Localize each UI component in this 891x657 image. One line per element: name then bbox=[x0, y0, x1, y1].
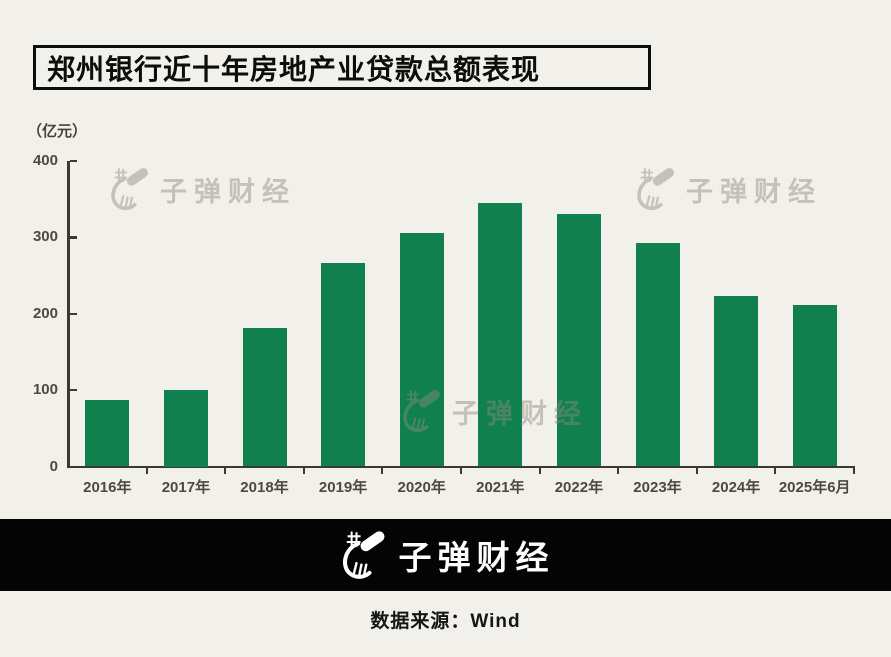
data-source-label: 数据来源：Wind bbox=[370, 611, 521, 632]
x-tick bbox=[853, 466, 855, 474]
y-tick-label: 0 bbox=[49, 457, 58, 475]
bullet-finance-mascot-icon bbox=[342, 531, 384, 579]
x-tick bbox=[617, 466, 620, 474]
x-axis-label: 2021年 bbox=[476, 479, 525, 496]
footer-bar: 子弹财经 bbox=[0, 519, 891, 591]
bar-2023年 bbox=[635, 243, 680, 467]
x-axis-label: 2016年 bbox=[83, 479, 132, 496]
bar-2024年 bbox=[714, 296, 759, 467]
bar-2022年 bbox=[556, 214, 601, 467]
x-axis-label: 2018年 bbox=[240, 479, 289, 496]
x-tick bbox=[774, 466, 777, 474]
bar-2019年 bbox=[321, 262, 366, 467]
x-tick bbox=[538, 466, 541, 474]
y-tick-label: 400 bbox=[32, 152, 58, 169]
y-tick bbox=[70, 388, 77, 392]
y-tick bbox=[70, 312, 77, 315]
x-tick bbox=[460, 466, 462, 474]
chart-area: 0 100 200 300 400 2016年 2017年 2018年 2019年 2020年 20… bbox=[32, 152, 855, 496]
x-tick bbox=[224, 466, 227, 474]
x-tick bbox=[695, 466, 698, 474]
y-axis-unit-label: （亿元） bbox=[27, 123, 88, 140]
x-axis-label: 2019年 bbox=[318, 479, 368, 496]
bar-2016年 bbox=[85, 400, 130, 467]
footer-logo-label: 子弹财经 bbox=[398, 539, 555, 576]
x-axis-label: 2017年 bbox=[161, 479, 211, 496]
bar-2020年 bbox=[399, 232, 444, 467]
x-axis-label: 2020年 bbox=[397, 479, 446, 496]
x-axis-label: 2023年 bbox=[633, 479, 682, 496]
page-title: 郑州银行近十年房地产业贷款总额表现 bbox=[47, 53, 541, 85]
x-axis-label: 2022年 bbox=[554, 479, 604, 496]
bar-2017年 bbox=[163, 390, 208, 467]
footer-logo: 子弹财经 bbox=[337, 529, 555, 581]
x-axis-label: 2025年6月 bbox=[778, 479, 851, 496]
y-axis-line bbox=[67, 161, 70, 467]
x-tick bbox=[381, 466, 384, 474]
x-tick bbox=[145, 466, 148, 474]
bar-2018年 bbox=[242, 328, 287, 467]
x-axis-label: 2024年 bbox=[711, 479, 761, 496]
title-box: 郑州银行近十年房地产业贷款总额表现 bbox=[33, 45, 651, 90]
y-tick bbox=[70, 236, 77, 239]
y-tick-label: 200 bbox=[32, 304, 58, 322]
y-tick-label: 100 bbox=[32, 381, 58, 399]
bar-2021年 bbox=[478, 203, 523, 467]
x-tick bbox=[302, 466, 305, 474]
y-tick bbox=[70, 159, 77, 163]
bar-2025年6月 bbox=[792, 305, 837, 467]
y-tick-label: 300 bbox=[32, 228, 58, 246]
